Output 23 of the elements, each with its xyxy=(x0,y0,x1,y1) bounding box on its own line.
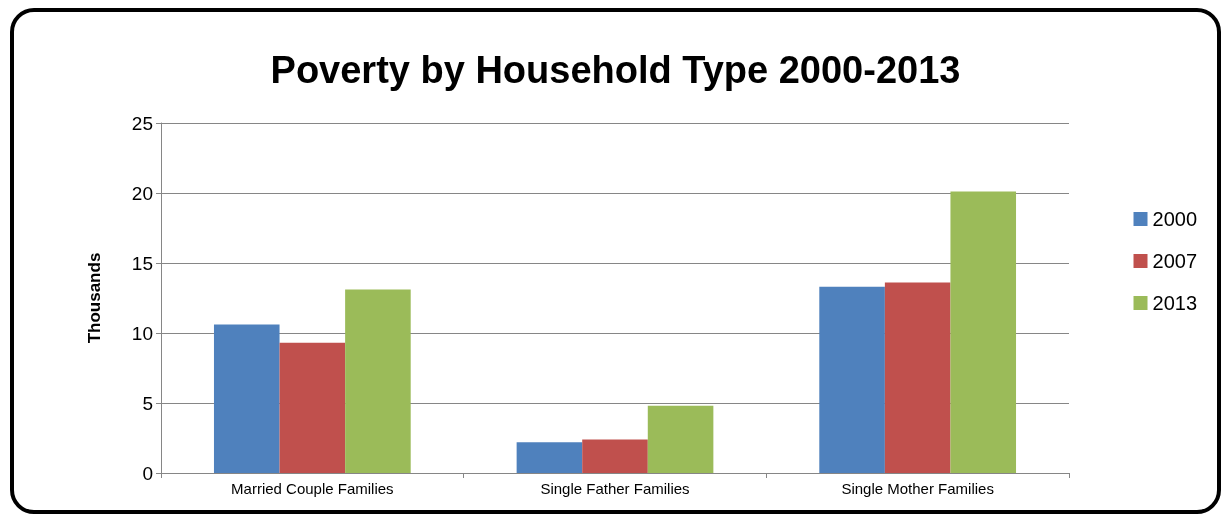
legend-label: 2007 xyxy=(1152,250,1198,272)
y-axis-title: Thousands xyxy=(85,252,104,344)
bar xyxy=(950,191,1017,473)
y-tick-label: 0 xyxy=(142,462,153,484)
y-tick-label: 15 xyxy=(131,252,153,274)
x-tick-label: Single Father Families xyxy=(540,480,690,497)
y-tick-label: 25 xyxy=(131,112,153,134)
y-tick-label: 10 xyxy=(131,322,153,344)
bar xyxy=(582,439,648,473)
x-tick-label: Single Mother Families xyxy=(841,480,994,497)
chart-title: Poverty by Household Type 2000-2013 xyxy=(270,49,961,91)
bar xyxy=(345,289,411,473)
legend-label: 2000 xyxy=(1152,208,1198,230)
legend-label: 2013 xyxy=(1152,292,1198,314)
bar xyxy=(213,324,280,473)
bar xyxy=(884,282,951,473)
y-tick-label: 5 xyxy=(142,392,153,414)
bar xyxy=(647,405,714,473)
x-tick-label: Married Couple Families xyxy=(231,480,394,497)
bar xyxy=(279,342,346,473)
y-tick-label: 20 xyxy=(131,182,153,204)
bar xyxy=(516,442,583,473)
bar xyxy=(819,286,885,473)
